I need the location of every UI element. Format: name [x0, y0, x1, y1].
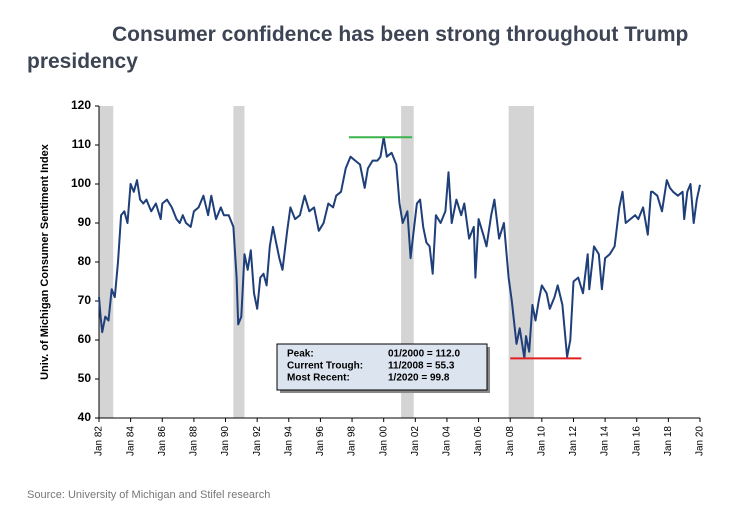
- annotation-value: 01/2000 = 112.0: [388, 349, 460, 360]
- recession-band: [99, 106, 114, 418]
- y-tick-label: 100: [71, 176, 91, 190]
- chart-title: Consumer confidence has been strong thro…: [27, 23, 689, 73]
- x-tick-label: Jan 12: [568, 426, 579, 456]
- recession-band: [233, 106, 245, 418]
- source-note: Source: University of Michigan and Stife…: [27, 489, 271, 501]
- annotation-value: 11/2008 = 55.3: [388, 361, 455, 372]
- x-tick-label: Jan 84: [125, 426, 136, 456]
- x-tick-label: Jan 90: [220, 426, 231, 456]
- y-tick-label: 80: [78, 254, 92, 268]
- x-tick-label: Jan 04: [442, 426, 453, 456]
- x-tick-label: Jan 16: [631, 426, 642, 456]
- x-tick-label: Jan 86: [157, 426, 168, 456]
- x-tick-label: Jan 18: [663, 426, 674, 456]
- x-tick-label: Jan 82: [94, 426, 105, 456]
- y-tick-label: 120: [71, 98, 91, 112]
- annotation-label: Most Recent:: [287, 373, 350, 384]
- x-tick-label: Jan 08: [505, 426, 516, 456]
- y-tick-label: 50: [78, 371, 92, 385]
- y-tick-label: 70: [78, 293, 92, 307]
- x-tick-label: Jan 10: [536, 426, 547, 456]
- x-tick-label: Jan 98: [347, 426, 358, 456]
- annotation-label: Peak:: [287, 349, 314, 360]
- y-axis-label: Univ. of Michigan Consumer Sentiment Ind…: [39, 143, 51, 380]
- x-tick-label: Jan 02: [410, 426, 421, 456]
- annotation-value: 1/2020 = 99.8: [388, 373, 450, 384]
- x-tick-label: Jan 94: [283, 426, 294, 456]
- annotation-label: Current Trough:: [287, 361, 363, 372]
- y-tick-label: 110: [72, 137, 92, 151]
- x-tick-label: Jan 92: [252, 426, 263, 456]
- y-tick-label: 40: [78, 410, 92, 424]
- annotation-box: [276, 343, 488, 391]
- x-tick-label: Jan 06: [473, 426, 484, 456]
- x-tick-label: Jan 14: [600, 426, 611, 456]
- y-tick-label: 90: [78, 215, 92, 229]
- y-tick-label: 60: [78, 332, 92, 346]
- x-tick-label: Jan 88: [189, 426, 200, 456]
- recession-band: [508, 106, 534, 418]
- data-line: [98, 136, 701, 360]
- x-tick-label: Jan 00: [378, 426, 389, 456]
- x-tick-label: Jan 20: [695, 426, 706, 456]
- recession-band: [401, 106, 414, 418]
- x-tick-label: Jan 96: [315, 426, 326, 456]
